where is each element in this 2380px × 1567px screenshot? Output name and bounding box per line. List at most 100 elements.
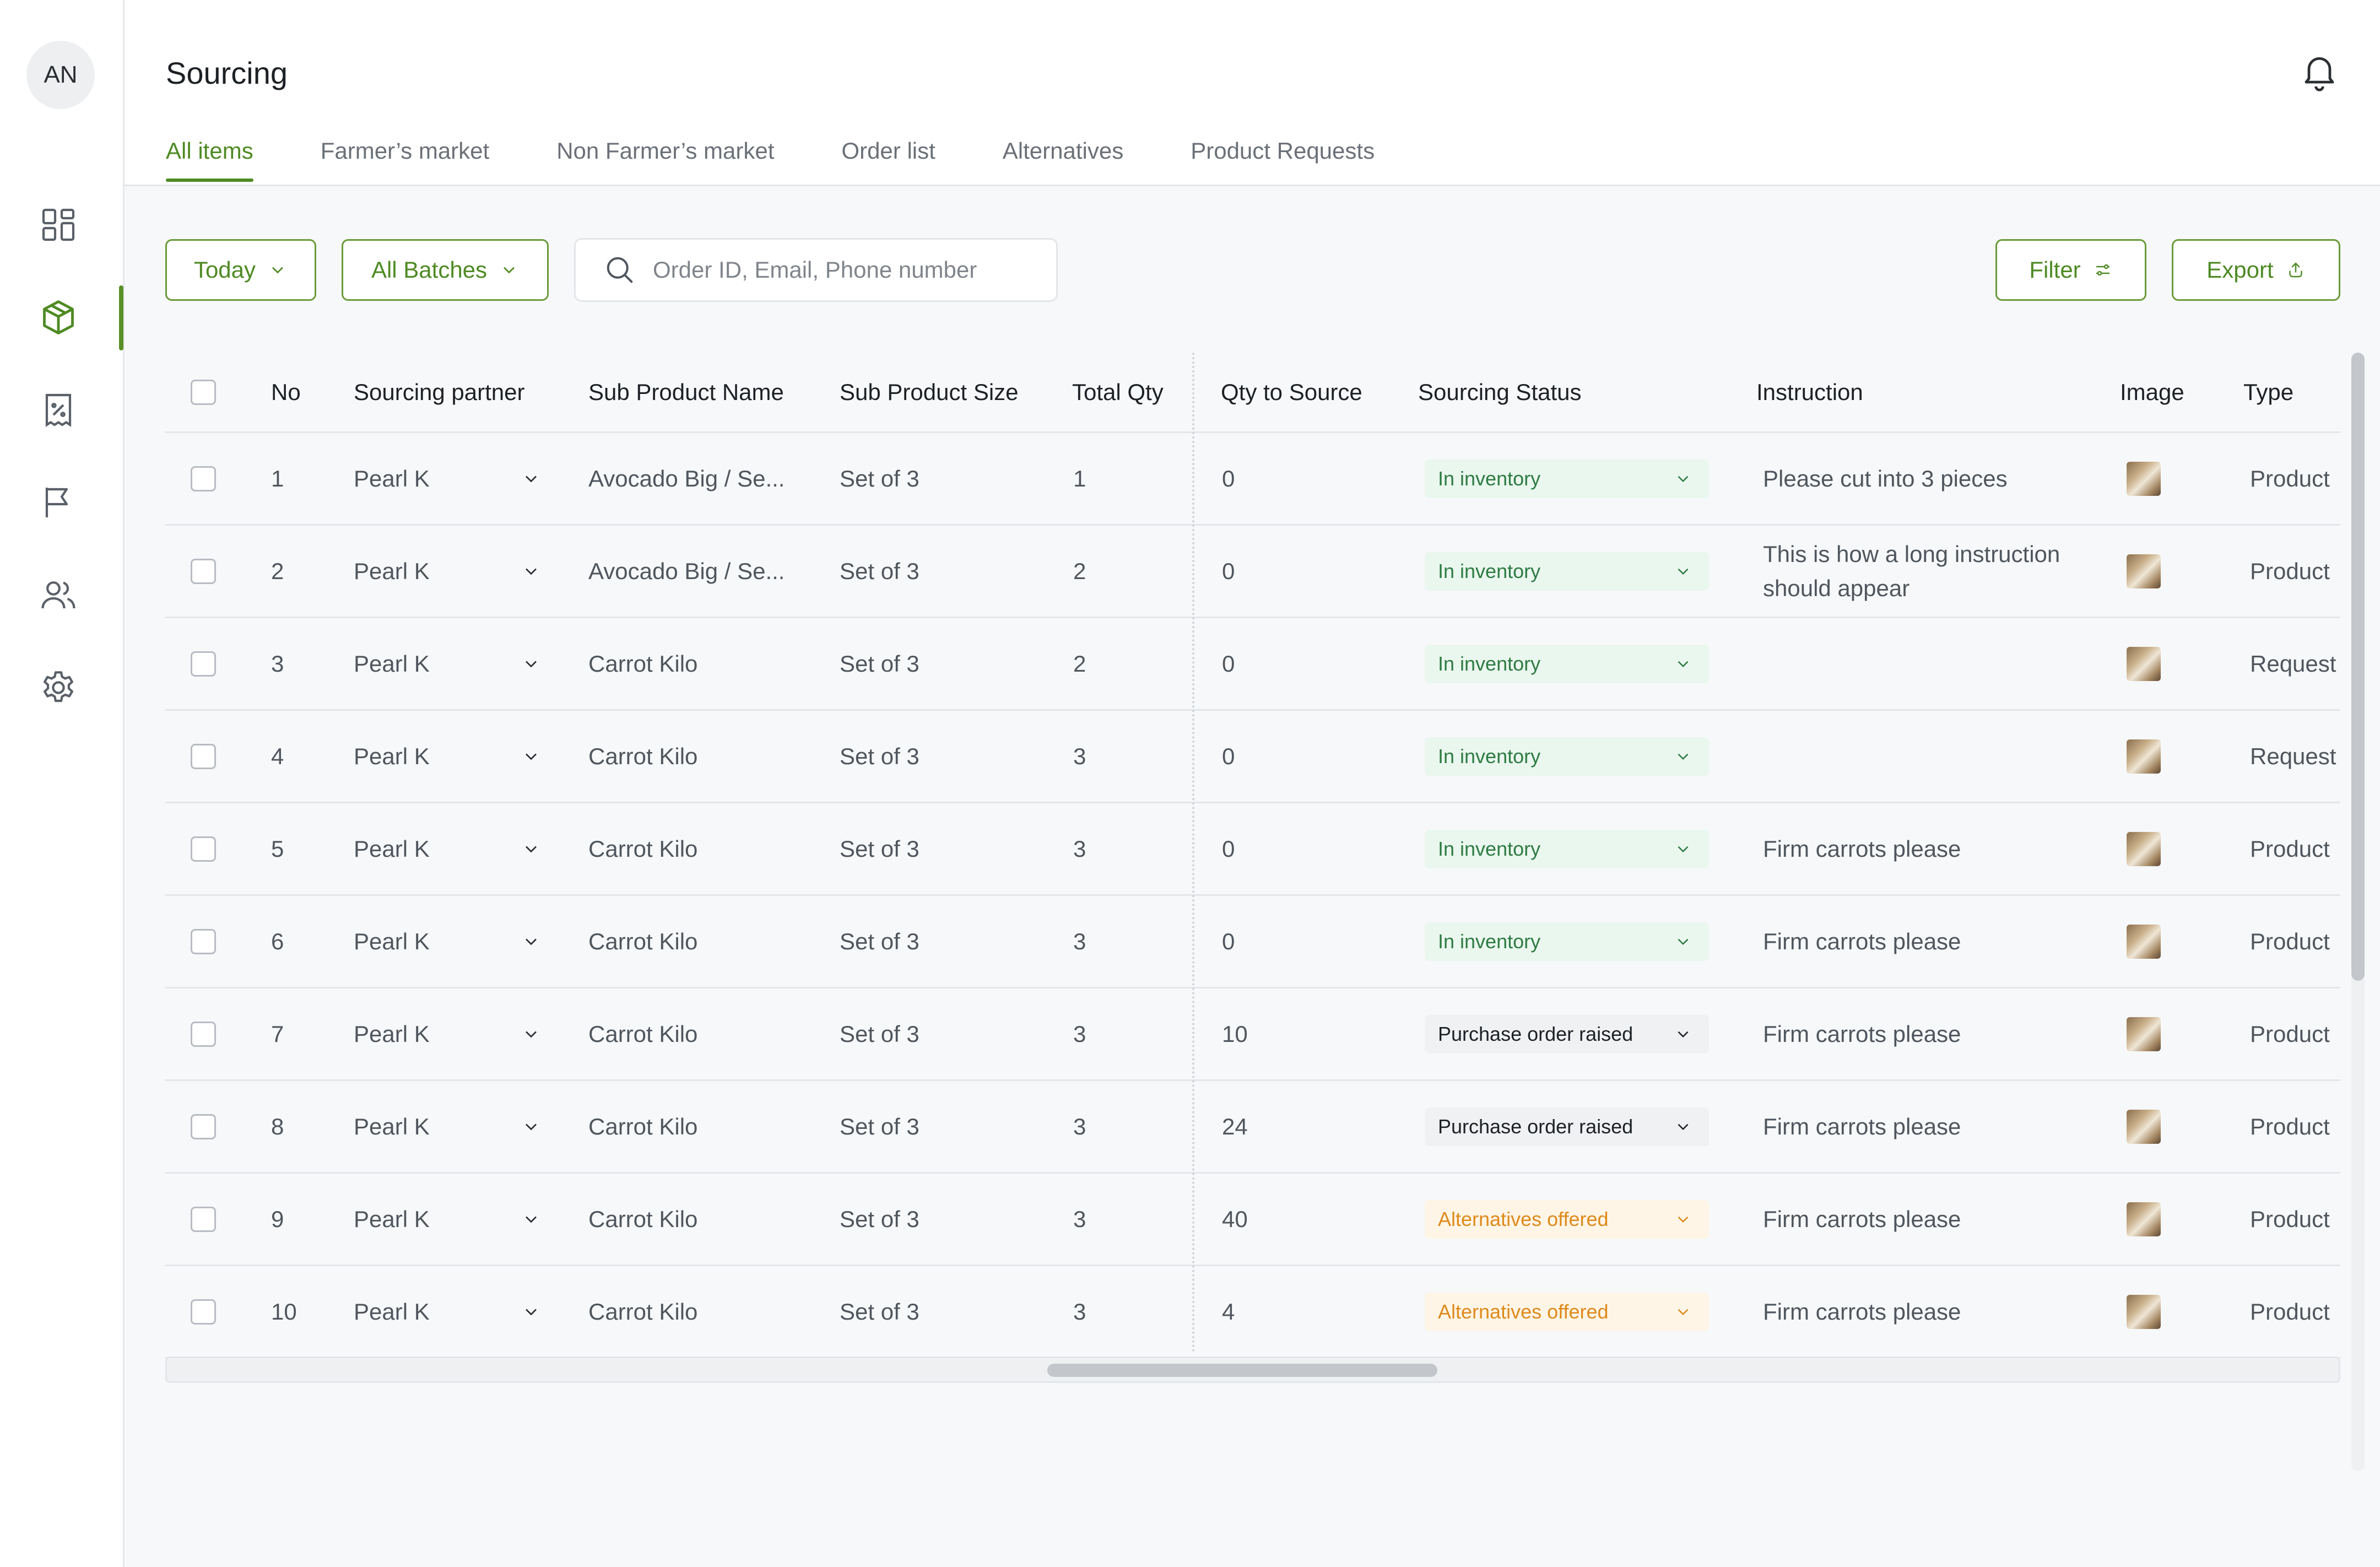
sourcing-partner-select[interactable]: Pearl K	[354, 988, 541, 1079]
product-thumbnail[interactable]	[2127, 1202, 2161, 1236]
horizontal-scrollbar-thumb[interactable]	[1047, 1364, 1437, 1377]
sourcing-status-select[interactable]: Alternatives offered	[1425, 1199, 1709, 1239]
row-checkbox[interactable]	[191, 466, 216, 491]
type: Product	[2250, 558, 2330, 584]
users-icon[interactable]	[37, 574, 79, 616]
table-row[interactable]: 9 Pearl K Carrot Kilo Set of 3 3 40 Alte…	[165, 1174, 2340, 1266]
instruction: Firm carrots please	[1763, 928, 1961, 954]
box-icon[interactable]	[37, 296, 79, 338]
tab-product-requests[interactable]: Product Requests	[1191, 138, 1375, 164]
qty-to-source: 0	[1222, 835, 1235, 862]
sourcing-status-select[interactable]: In inventory	[1425, 644, 1709, 683]
sourcing-status-select[interactable]: In inventory	[1425, 459, 1709, 498]
col-header-qty-to-source[interactable]: Qty to Source	[1221, 379, 1362, 405]
tab-all-items[interactable]: All items	[166, 138, 253, 182]
table-row[interactable]: 7 Pearl K Carrot Kilo Set of 3 3 10 Purc…	[165, 988, 2340, 1081]
col-header-type[interactable]: Type	[2243, 379, 2294, 405]
chevron-down-icon	[272, 267, 283, 274]
sourcing-partner-select[interactable]: Pearl K	[354, 618, 541, 709]
col-header-sub-product-name[interactable]: Sub Product Name	[588, 379, 784, 405]
avatar[interactable]: AN	[26, 41, 95, 109]
sourcing-partner-select[interactable]: Pearl K	[354, 526, 541, 617]
table-row[interactable]: 6 Pearl K Carrot Kilo Set of 3 3 0 In in…	[165, 896, 2340, 988]
sourcing-partner-select[interactable]: Pearl K	[354, 803, 541, 894]
sourcing-status-select[interactable]: In inventory	[1425, 922, 1709, 961]
row-no: 9	[271, 1206, 284, 1232]
product-thumbnail[interactable]	[2127, 646, 2161, 681]
product-thumbnail[interactable]	[2127, 1109, 2161, 1144]
row-checkbox[interactable]	[191, 558, 216, 584]
tab-alternatives[interactable]: Alternatives	[1002, 138, 1124, 164]
sourcing-status-select[interactable]: Purchase order raised	[1425, 1107, 1709, 1146]
row-checkbox-cell	[191, 526, 216, 617]
type: Request	[2250, 650, 2336, 677]
search-input[interactable]	[653, 257, 1038, 283]
row-checkbox-cell	[191, 618, 216, 709]
search-box[interactable]	[574, 238, 1058, 302]
sourcing-status-select[interactable]: In inventory	[1425, 552, 1709, 591]
row-checkbox[interactable]	[191, 928, 216, 954]
sourcing-partner-value: Pearl K	[354, 835, 430, 862]
chevron-down-icon	[1678, 661, 1689, 667]
tab-farmers-market[interactable]: Farmer’s market	[320, 138, 490, 164]
col-header-sourcing-partner[interactable]: Sourcing partner	[354, 379, 525, 405]
tab-non-farmers-market[interactable]: Non Farmer’s market	[556, 138, 775, 164]
settings-icon[interactable]	[37, 667, 79, 709]
table-row[interactable]: 5 Pearl K Carrot Kilo Set of 3 3 0 In in…	[165, 803, 2340, 896]
sourcing-status-select[interactable]: In inventory	[1425, 829, 1709, 868]
select-all-checkbox[interactable]	[191, 379, 216, 405]
col-header-sub-product-size[interactable]: Sub Product Size	[840, 379, 1019, 405]
sourcing-partner-select[interactable]: Pearl K	[354, 1266, 541, 1357]
row-checkbox[interactable]	[191, 651, 216, 677]
sourcing-status-select[interactable]: Alternatives offered	[1425, 1292, 1709, 1331]
sourcing-partner-select[interactable]: Pearl K	[354, 711, 541, 802]
product-thumbnail[interactable]	[2127, 831, 2161, 866]
bell-icon[interactable]	[2298, 51, 2340, 93]
row-checkbox-cell	[191, 1174, 216, 1265]
row-checkbox[interactable]	[191, 1299, 216, 1325]
table-header-row: No Sourcing partner Sub Product Name Sub…	[165, 353, 2340, 433]
table-row[interactable]: 10 Pearl K Carrot Kilo Set of 3 3 4 Alte…	[165, 1266, 2340, 1359]
flag-icon[interactable]	[37, 482, 79, 523]
row-checkbox[interactable]	[191, 1114, 216, 1139]
row-checkbox[interactable]	[191, 743, 216, 769]
export-button[interactable]: Export	[2172, 239, 2340, 301]
filter-button[interactable]: Filter	[1995, 239, 2146, 301]
product-thumbnail[interactable]	[2127, 554, 2161, 588]
date-dropdown[interactable]: Today	[165, 239, 316, 301]
total-qty: 3	[1073, 743, 1086, 769]
horizontal-scrollbar[interactable]	[165, 1357, 2340, 1383]
sourcing-partner-select[interactable]: Pearl K	[354, 433, 541, 524]
batch-dropdown[interactable]: All Batches	[342, 239, 549, 301]
row-checkbox[interactable]	[191, 836, 216, 862]
sourcing-partner-select[interactable]: Pearl K	[354, 896, 541, 987]
col-header-instruction[interactable]: Instruction	[1756, 379, 1863, 405]
vertical-scrollbar-thumb[interactable]	[2351, 353, 2365, 981]
discount-receipt-icon[interactable]	[37, 389, 79, 431]
row-checkbox[interactable]	[191, 1206, 216, 1232]
product-thumbnail[interactable]	[2127, 1294, 2161, 1329]
tab-order-list[interactable]: Order list	[841, 138, 935, 164]
product-thumbnail[interactable]	[2127, 461, 2161, 496]
table-row[interactable]: 1 Pearl K Avocado Big / Se... Set of 3 1…	[165, 433, 2340, 526]
qty-to-source: 4	[1222, 1298, 1235, 1325]
product-thumbnail[interactable]	[2127, 1017, 2161, 1051]
dashboard-icon[interactable]	[37, 204, 79, 246]
sourcing-partner-select[interactable]: Pearl K	[354, 1174, 541, 1265]
product-thumbnail[interactable]	[2127, 924, 2161, 959]
col-header-image[interactable]: Image	[2120, 379, 2184, 405]
col-header-sourcing-status[interactable]: Sourcing Status	[1418, 379, 1582, 405]
product-thumbnail[interactable]	[2127, 739, 2161, 774]
sourcing-status-select[interactable]: In inventory	[1425, 737, 1709, 776]
table-row[interactable]: 4 Pearl K Carrot Kilo Set of 3 3 0 In in…	[165, 711, 2340, 803]
table-row[interactable]: 3 Pearl K Carrot Kilo Set of 3 2 0 In in…	[165, 618, 2340, 711]
table-row[interactable]: 2 Pearl K Avocado Big / Se... Set of 3 2…	[165, 526, 2340, 618]
sourcing-partner-select[interactable]: Pearl K	[354, 1081, 541, 1172]
vertical-scrollbar[interactable]	[2351, 353, 2365, 1471]
table-row[interactable]: 8 Pearl K Carrot Kilo Set of 3 3 24 Purc…	[165, 1081, 2340, 1174]
col-header-no[interactable]: No	[271, 379, 301, 405]
row-checkbox[interactable]	[191, 1021, 216, 1047]
col-header-total-qty[interactable]: Total Qty	[1072, 379, 1164, 405]
sourcing-status-select[interactable]: Purchase order raised	[1425, 1014, 1709, 1053]
sourcing-status-cell: Alternatives offered	[1425, 1266, 1709, 1357]
